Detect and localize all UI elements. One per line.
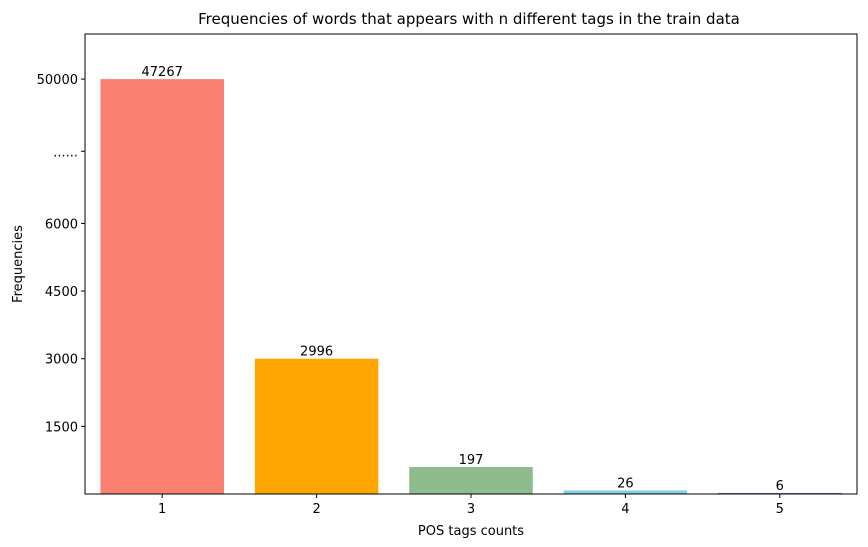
y-tick-label-0: 1500 (45, 420, 78, 435)
y-tick-label-2: 4500 (45, 285, 78, 300)
y-axis-label: Frequencies (11, 225, 26, 303)
x-axis-label: POS tags counts (418, 524, 524, 539)
bar-value-label-4: 26 (617, 476, 634, 491)
y-tick-label-3: 6000 (45, 217, 78, 232)
y-tick-label-1: 3000 (45, 353, 78, 368)
plot-area: 47267 1 2996 2 197 3 26 4 6 5 1500 3000 4500 6000....… (37, 65, 842, 517)
x-tick-label-2: 2 (312, 502, 320, 517)
bar-value-label-3: 197 (459, 453, 484, 468)
y-tick-label-4: ...... (53, 145, 78, 160)
bar-value-label-5: 6 (776, 479, 784, 494)
bar-5 (718, 492, 842, 494)
bar-4 (563, 490, 688, 494)
y-tick-label-5: 50000 (37, 73, 78, 88)
x-tick-label-3: 3 (467, 502, 475, 517)
chart-title: Frequencies of words that appears with n… (198, 10, 740, 28)
plot-frame (84, 33, 858, 495)
x-tick-label-5: 5 (776, 502, 784, 517)
x-tick-label-1: 1 (158, 502, 166, 517)
bar-2 (254, 358, 379, 494)
bar-value-label-2: 2996 (300, 345, 333, 360)
bar-value-label-1: 47267 (142, 65, 183, 80)
x-tick-label-4: 4 (621, 502, 629, 517)
bar-3 (409, 466, 533, 494)
bar-1 (100, 79, 224, 494)
